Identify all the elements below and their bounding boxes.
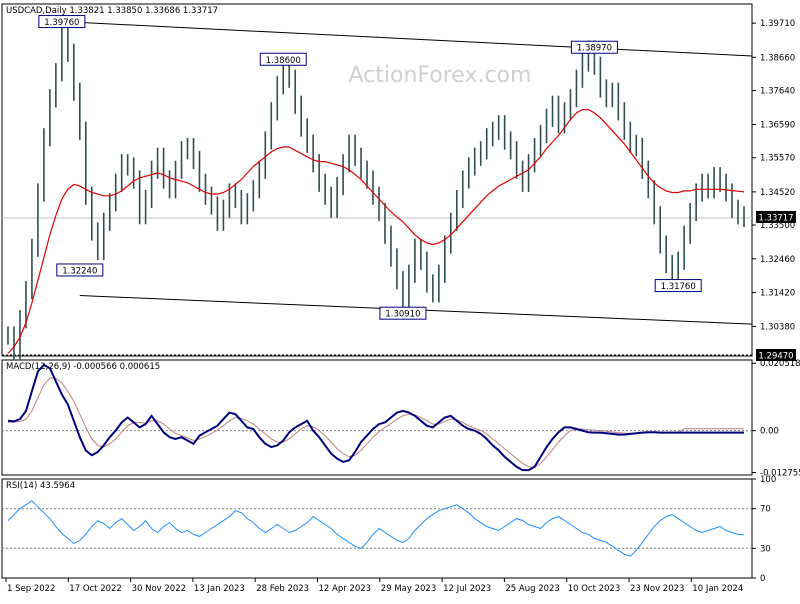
annotation-box [38, 15, 86, 29]
rsi-axis-label: 100 [760, 475, 776, 485]
price-axis-label: 1.37640 [760, 86, 795, 96]
x-axis-label: 13 Jan 2023 [194, 584, 245, 594]
support-level-box [756, 349, 796, 361]
annotation-1.31760: 1.31760 [654, 279, 702, 293]
annotation-1.38600: 1.38600 [259, 52, 307, 66]
annotation-label: 1.38600 [266, 56, 301, 66]
price-axis-label: 1.39710 [760, 19, 795, 29]
price-axis-label: 1.36590 [760, 121, 795, 131]
moving-average-line [7, 108, 745, 354]
panel-frame-0 [1, 3, 753, 357]
x-axis-label: 23 Nov 2023 [630, 584, 684, 594]
price-axis-label: 1.34520 [760, 188, 795, 198]
macd-line [7, 363, 744, 472]
price-axis-label: 1.35570 [760, 154, 795, 164]
panel-frame-1 [1, 359, 753, 476]
x-axis-label: 10 Oct 2023 [568, 584, 621, 594]
price-header: USDCAD,Daily 1.33821 1.33850 1.33686 1.3… [6, 6, 218, 16]
rsi-axis-label: 0 [760, 574, 765, 584]
x-axis-label: 29 May 2023 [381, 584, 436, 594]
price-axis-label: 1.31420 [760, 289, 795, 299]
annotation-1.38970: 1.38970 [570, 40, 618, 54]
macd-axis-label: 0.020518 [760, 359, 800, 369]
annotation-1.39760: 1.39760 [38, 15, 86, 29]
price-axis-label: 1.33500 [760, 221, 795, 231]
watermark: ActionForex.com [349, 63, 532, 88]
x-axis-label: 12 Jul 2023 [443, 584, 491, 594]
current-price-box [756, 210, 796, 223]
annotation-box [259, 52, 307, 66]
annotation-box [654, 279, 702, 293]
current-price-label: 1.33717 [758, 213, 793, 223]
annotation-label: 1.32240 [62, 266, 97, 276]
annotation-label: 1.31760 [661, 282, 696, 292]
macd-axis-label: -0.012755 [760, 469, 800, 479]
x-axis-label: 25 Aug 2023 [505, 584, 559, 594]
price-axis-label: 1.32460 [760, 255, 795, 265]
macd-axis-label: 0.00 [760, 427, 779, 437]
rsi-header: RSI(14) 43.5964 [6, 481, 75, 491]
rsi-axis-label: 70 [760, 505, 771, 515]
annotation-label: 1.38970 [577, 44, 612, 54]
macd-signal-line [7, 377, 744, 468]
x-axis-label: 17 Oct 2022 [69, 584, 122, 594]
x-axis-label: 28 Feb 2023 [256, 584, 309, 594]
annotation-1.32240: 1.32240 [56, 263, 104, 277]
annotation-label: 1.39760 [44, 18, 79, 28]
x-axis-label: 1 Sep 2022 [7, 584, 55, 594]
annotation-1.30910: 1.30910 [379, 306, 427, 320]
trendline-0 [61, 21, 753, 57]
rsi-axis-label: 30 [760, 544, 771, 554]
support-level-label: 1.29470 [758, 352, 793, 362]
annotation-label: 1.30910 [385, 310, 420, 320]
panel-frame-2 [1, 478, 753, 579]
x-axis-label: 30 Nov 2022 [132, 584, 186, 594]
annotation-box [570, 40, 618, 54]
x-axis-label: 10 Jan 2024 [692, 584, 743, 594]
price-axis-label: 1.30380 [760, 322, 795, 332]
macd-header: MACD(12,26,9) -0.000566 0.000615 [6, 362, 160, 372]
price-axis-label: 1.38660 [760, 53, 795, 63]
annotation-box [379, 306, 427, 320]
annotation-box [56, 263, 104, 277]
rsi-line [7, 500, 745, 557]
x-axis-label: 12 Apr 2023 [319, 584, 372, 594]
